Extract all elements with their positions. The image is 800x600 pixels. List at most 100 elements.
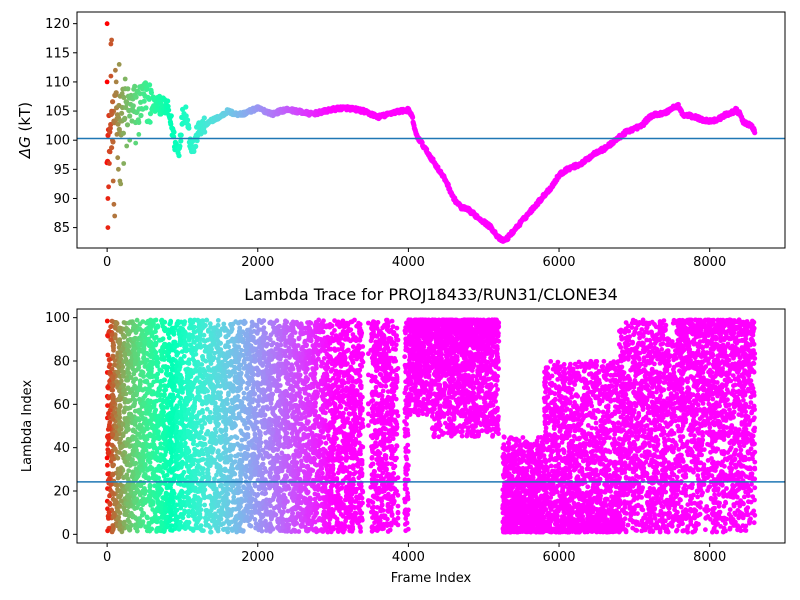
lambda-point bbox=[111, 347, 116, 353]
lambda-point bbox=[147, 431, 153, 437]
delta-g-point bbox=[114, 132, 120, 137]
delta-g-point bbox=[108, 73, 114, 79]
lambda-point bbox=[121, 320, 127, 325]
delta-g-point bbox=[133, 94, 139, 100]
delta-g-point bbox=[105, 196, 111, 201]
lambda-point bbox=[183, 440, 188, 446]
delta-g-point bbox=[177, 143, 183, 149]
lambda-point bbox=[368, 463, 374, 469]
y-tick-label: 120 bbox=[45, 17, 70, 32]
delta-g-point bbox=[116, 166, 121, 172]
delta-g-point bbox=[185, 117, 191, 123]
delta-g-point bbox=[183, 113, 189, 119]
y-tick-label: 85 bbox=[53, 221, 70, 236]
delta-g-symbol: ΔG bbox=[16, 136, 34, 159]
lambda-point bbox=[107, 362, 113, 367]
delta-g-point bbox=[165, 98, 171, 104]
delta-g-point bbox=[165, 103, 171, 109]
y-tick-label: 110 bbox=[45, 75, 70, 90]
delta-g-point bbox=[168, 121, 174, 127]
delta-g-point bbox=[119, 91, 125, 96]
lambda-point bbox=[343, 406, 349, 412]
delta-g-point bbox=[130, 103, 136, 109]
lambda-point bbox=[384, 317, 389, 323]
delta-g-point bbox=[108, 41, 114, 47]
delta-g-point bbox=[124, 122, 131, 128]
lambda-point bbox=[130, 457, 135, 463]
lambda-point bbox=[329, 408, 335, 414]
delta-g-point bbox=[410, 114, 416, 120]
lambda-point bbox=[202, 348, 208, 354]
delta-g-point bbox=[141, 98, 147, 104]
lambda-point bbox=[268, 332, 274, 338]
delta-g-point bbox=[107, 149, 113, 155]
lambda-point bbox=[380, 388, 386, 394]
lambda-point bbox=[241, 390, 247, 396]
delta-g-point bbox=[148, 90, 154, 96]
lambda-point bbox=[260, 461, 266, 467]
lambda-point bbox=[182, 508, 188, 514]
delta-g-point bbox=[178, 138, 184, 144]
lambda-point bbox=[329, 361, 335, 367]
delta-g-point bbox=[109, 145, 115, 151]
lambda-point bbox=[108, 337, 114, 343]
y-tick-label: 115 bbox=[45, 46, 70, 61]
lambda-point bbox=[258, 452, 264, 458]
lambda-point bbox=[185, 366, 191, 372]
delta-g-point bbox=[112, 213, 118, 219]
x-tick-label: 4000 bbox=[392, 255, 425, 270]
delta-g-point bbox=[202, 129, 208, 135]
delta-g-point bbox=[133, 140, 139, 146]
lambda-point bbox=[279, 515, 284, 520]
delta-g-point bbox=[138, 112, 144, 119]
delta-g-point bbox=[194, 138, 200, 144]
delta-g-point bbox=[122, 76, 128, 82]
delta-g-point bbox=[186, 125, 192, 131]
delta-g-point bbox=[147, 119, 153, 125]
delta-g-point bbox=[118, 181, 124, 187]
lambda-point bbox=[164, 472, 170, 478]
lambda-point bbox=[274, 318, 280, 324]
lambda-point bbox=[277, 508, 283, 514]
delta-g-point bbox=[136, 119, 142, 125]
lambda-point bbox=[357, 524, 363, 530]
delta-g-point bbox=[113, 90, 119, 96]
delta-g-point bbox=[127, 113, 133, 119]
lambda-point bbox=[218, 516, 224, 522]
y-tick-label: 95 bbox=[53, 163, 70, 178]
x-tick-label: 0 bbox=[103, 255, 111, 270]
lambda-point bbox=[301, 432, 307, 437]
lambda-point bbox=[318, 433, 323, 439]
delta-g-point bbox=[147, 111, 154, 117]
delta-g-point bbox=[105, 225, 111, 231]
delta-g-point bbox=[201, 115, 207, 121]
lambda-point bbox=[381, 445, 387, 450]
lambda-point bbox=[244, 386, 250, 391]
delta-g-point bbox=[176, 153, 182, 159]
delta-g-point bbox=[183, 104, 189, 110]
lambda-point bbox=[104, 455, 110, 461]
lambda-point bbox=[202, 343, 208, 349]
delta-g-point bbox=[146, 96, 152, 102]
delta-g-point bbox=[121, 161, 127, 166]
delta-g-point bbox=[166, 107, 172, 113]
delta-g-point bbox=[142, 80, 149, 86]
x-tick-label: 2000 bbox=[241, 255, 274, 270]
y-tick-label: 90 bbox=[53, 192, 70, 207]
delta-g-point bbox=[110, 99, 116, 105]
lambda-point bbox=[215, 318, 221, 323]
delta-g-point bbox=[109, 108, 114, 114]
delta-g-point bbox=[113, 67, 118, 73]
delta-g-point bbox=[119, 110, 125, 116]
x-tick-label: 8000 bbox=[693, 255, 726, 270]
lambda-point bbox=[269, 342, 275, 348]
delta-g-y-axis-label: ΔG (kT) bbox=[16, 102, 34, 159]
delta-g-unit: (kT) bbox=[16, 102, 34, 132]
lambda-point bbox=[105, 403, 110, 408]
lambda-point bbox=[391, 456, 396, 461]
lambda-point bbox=[208, 529, 213, 535]
lambda-point bbox=[105, 471, 111, 477]
y-tick-label: 105 bbox=[45, 105, 70, 120]
lambda-point bbox=[110, 354, 116, 360]
x-tick-label: 6000 bbox=[542, 255, 575, 270]
